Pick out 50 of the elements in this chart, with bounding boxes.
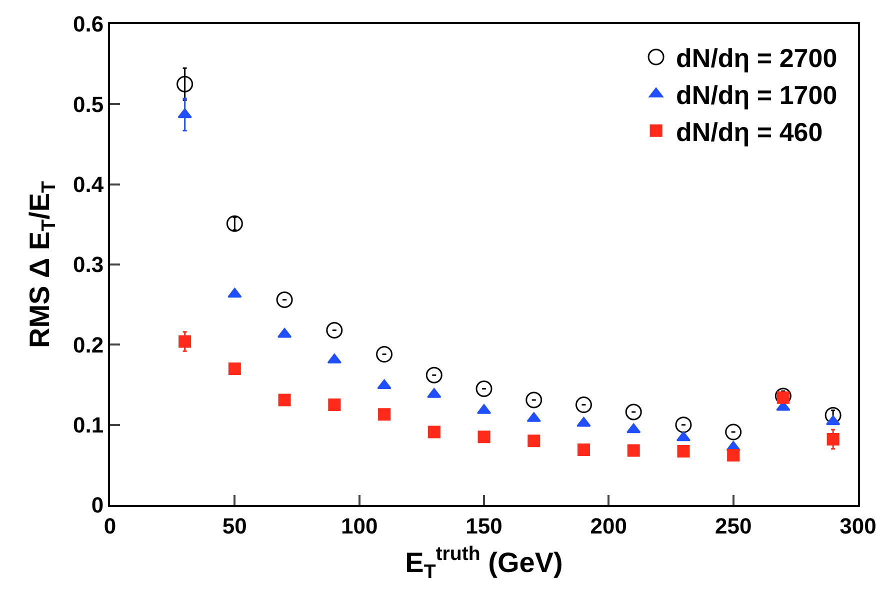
x-tick-label: 100 [340, 513, 378, 538]
y-tick-label: 0.6 [73, 12, 104, 37]
point [276, 292, 293, 308]
y-tick-label: 0.2 [73, 332, 104, 358]
y-tick-label: 0.5 [73, 92, 104, 117]
point [226, 215, 243, 232]
legend-label: dN/dη = 2700 [676, 43, 838, 74]
point [426, 366, 442, 384]
point [278, 394, 291, 406]
y-tick-label: 0.4 [73, 172, 104, 198]
point [676, 431, 691, 442]
point [328, 398, 341, 412]
x-tick-label: 300 [840, 513, 876, 538]
point [675, 416, 692, 434]
point [326, 322, 343, 338]
point [725, 424, 742, 440]
point [478, 430, 490, 444]
point [476, 380, 492, 398]
point [178, 335, 192, 348]
legend-label: dN/dη = 460 [676, 116, 823, 147]
point [677, 445, 690, 458]
point [378, 408, 391, 421]
point [727, 449, 740, 462]
y-tick-label: 0 [91, 492, 104, 518]
point [826, 433, 840, 446]
x-tick-label: 50 [222, 513, 247, 538]
y-tick-label: 0.1 [73, 412, 104, 438]
point [627, 444, 640, 457]
x-tick-label: 200 [590, 513, 628, 538]
point [528, 434, 540, 448]
x-tick-label: 250 [714, 513, 752, 538]
point [228, 288, 242, 298]
y-tick-label: 0.3 [73, 252, 104, 278]
x-axis-title: E$_{T}$$^{truth}$ (GeV) [405, 543, 563, 583]
point [625, 404, 642, 420]
point [377, 379, 392, 390]
point [376, 346, 393, 363]
legend-label: dN/dη = 1700 [676, 80, 838, 110]
point [428, 426, 440, 438]
point [178, 108, 192, 118]
point [824, 406, 842, 424]
point [626, 423, 641, 434]
point [575, 396, 592, 414]
point [176, 76, 194, 92]
point [577, 443, 590, 456]
point [228, 362, 241, 375]
x-tick-label: 150 [466, 513, 502, 538]
point [576, 416, 591, 427]
point [826, 415, 840, 426]
point [526, 392, 542, 408]
